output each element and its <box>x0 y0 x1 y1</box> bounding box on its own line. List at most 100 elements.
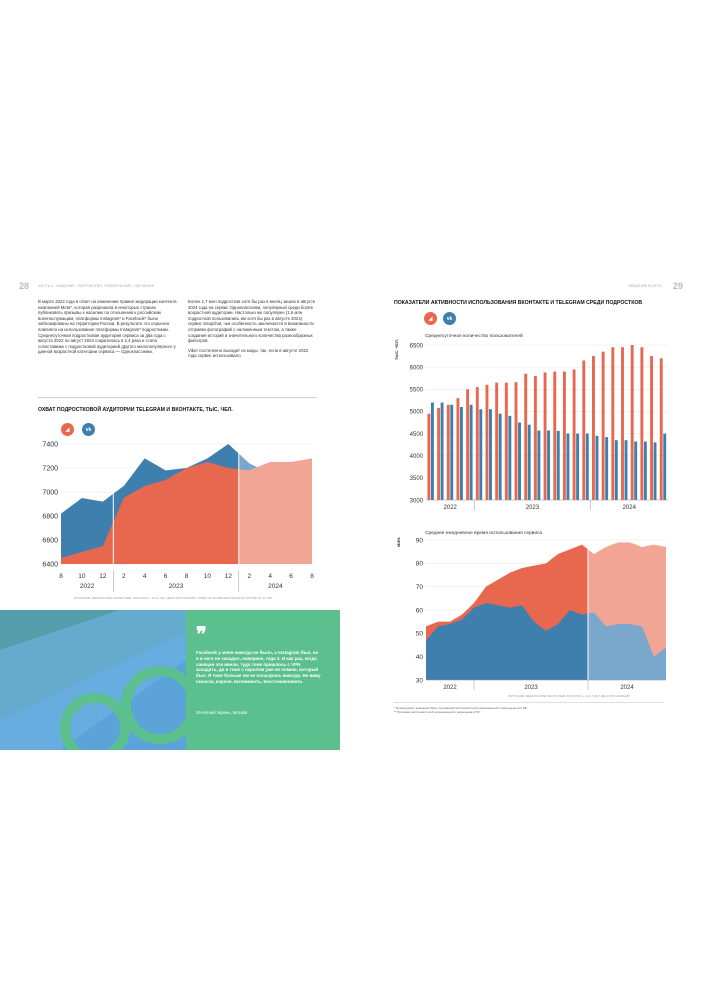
vk-area <box>61 493 114 564</box>
telegram-bar <box>446 404 450 500</box>
telegram-bar <box>475 387 479 500</box>
vk-bar <box>643 441 647 500</box>
telegram-bar <box>495 382 499 500</box>
x-tick-label: 8 <box>59 573 63 580</box>
text-column-1: В марте 2022 года в ответ на изменение п… <box>38 299 178 359</box>
telegram-bar <box>650 356 653 500</box>
year-label: 2023 <box>526 505 540 511</box>
text-col2-paragraph-1: Более 1,7 млн подростков хотя бы раз в м… <box>188 299 316 344</box>
footnote-divider <box>394 702 664 703</box>
telegram-icon: ◢ <box>424 312 437 325</box>
year-label: 2024 <box>620 685 634 691</box>
telegram-bar <box>582 360 586 500</box>
daily-time-source: ИСТОЧНИК: MEDIASCOPE CROSS WEB. РОССИЯ 0… <box>508 694 631 698</box>
right-page-number: 29 <box>673 281 684 291</box>
telegram-bar <box>533 376 537 500</box>
vk-bar <box>489 409 492 500</box>
vk-bar <box>430 402 434 500</box>
vk-icon: vk <box>82 423 95 436</box>
telegram-bar <box>592 356 595 500</box>
y-tick-label: 60 <box>416 607 424 614</box>
year-label: 2024 <box>623 505 637 511</box>
text-col2-paragraph-2: Viber постепенно выходит из моды, так, е… <box>188 347 309 359</box>
x-tick-label: 4 <box>268 573 272 580</box>
vk-icon-glyph: vk <box>85 426 92 433</box>
y-tick-label: 6600 <box>42 538 58 545</box>
vk-icon: vk <box>443 312 456 325</box>
telegram-bar <box>456 398 460 500</box>
x-tick-label: 2 <box>247 573 251 580</box>
year-label: 2022 <box>443 685 457 691</box>
y-tick-label: 5500 <box>410 388 424 394</box>
vk-area <box>426 603 588 680</box>
y-tick-label: 6500 <box>410 343 424 349</box>
telegram-bar <box>572 369 576 500</box>
x-tick-label: 2 <box>122 573 126 580</box>
quote-author: 16-летний парень, Москва <box>196 710 248 715</box>
vk-bar <box>450 404 454 500</box>
telegram-bar <box>659 358 663 500</box>
telegram-bar <box>553 371 557 500</box>
daily-time-chart: 30 40 50 60 70 80 90 2022 2023 2024 <box>416 537 666 691</box>
left-page-number: 28 <box>19 281 30 291</box>
vk-bar <box>653 442 657 500</box>
reach-chart-source: ИСТОЧНИК: MEDIASCOPE CROSS WEB. РОССИЯ 0… <box>74 596 273 600</box>
vk-bar <box>537 430 541 500</box>
telegram-bar <box>466 389 470 500</box>
vk-bar <box>614 440 618 500</box>
vk-bar <box>595 435 599 500</box>
telegram-bar <box>514 382 518 500</box>
y-tick-label: 4500 <box>410 432 424 438</box>
footnote-1: * Принадлежит компании Meta, признанной … <box>394 706 528 710</box>
quote-text: Facebook у меня никогда не было, а Insta… <box>196 650 321 684</box>
daily-users-chart: 3000 3500 4000 4500 5000 5500 6000 6500 2022 2023… <box>410 343 668 511</box>
text-col1-paragraph: В марте 2022 года в ответ на изменение п… <box>38 299 177 355</box>
telegram-bar <box>427 413 431 500</box>
telegram-bar <box>543 372 547 500</box>
vk-bar <box>479 409 483 500</box>
y-tick-label: 4000 <box>410 454 424 460</box>
telegram-bar <box>485 384 489 500</box>
y-tick-label: 80 <box>416 561 424 568</box>
year-label: 2022 <box>80 583 95 590</box>
reach-chart: 6400 6600 6800 7000 7200 7400 8 10 12 2 4 6 8 10 12 2 4 6… <box>42 442 314 592</box>
vk-bar <box>634 441 638 500</box>
right-running-header: ОБЩЕНИЕ В СЕТИ <box>627 284 662 288</box>
vk-bar <box>469 404 473 500</box>
telegram-area <box>61 522 114 564</box>
footnotes: * Принадлежит компании Meta, признанной … <box>394 706 527 714</box>
telegram-bar <box>621 347 624 500</box>
x-tick-label: 10 <box>78 573 86 580</box>
y-tick-label: 70 <box>416 584 424 591</box>
telegram-bar <box>601 351 605 500</box>
year-label: 2022 <box>444 505 458 511</box>
telegram-bar <box>437 407 441 500</box>
y-tick-label: 6000 <box>410 365 424 371</box>
x-tick-label: 12 <box>225 573 233 580</box>
y-tick-label: 6400 <box>42 562 58 569</box>
vk-area <box>588 612 666 680</box>
activity-title: ПОКАЗАТЕЛИ АКТИВНОСТИ ИСПОЛЬЗОВАНИЯ ВКОН… <box>394 300 643 306</box>
telegram-icon: ◢ <box>61 423 74 436</box>
vk-bar <box>556 430 560 500</box>
decorative-graphic <box>0 610 186 750</box>
x-tick-label: 6 <box>164 573 168 580</box>
vk-bar <box>547 430 551 500</box>
telegram-icon-glyph: ◢ <box>65 426 70 433</box>
vk-bar <box>576 433 580 500</box>
y-tick-label: 7000 <box>42 490 58 497</box>
telegram-bar <box>640 347 644 500</box>
left-running-header: ЧАСТЬ 1. ОБЩЕНИЕ, ТВОРЧЕСТВО, РАЗВЛЕЧЕНИ… <box>38 284 155 288</box>
quote-mark-icon: ❞ <box>196 624 207 646</box>
telegram-bar <box>630 345 634 500</box>
y-tick-label: 3500 <box>410 476 424 482</box>
vk-bar <box>663 433 667 500</box>
text-column-2: Более 1,7 млн подростков хотя бы раз в м… <box>188 299 316 363</box>
vk-bar <box>624 440 628 500</box>
y-tick-label: 50 <box>416 631 424 638</box>
y-tick-label: 5000 <box>410 410 424 416</box>
telegram-bar <box>562 371 566 500</box>
vk-bar <box>585 433 589 500</box>
x-tick-label: 4 <box>143 573 147 580</box>
y-tick-label: 3000 <box>410 498 424 504</box>
